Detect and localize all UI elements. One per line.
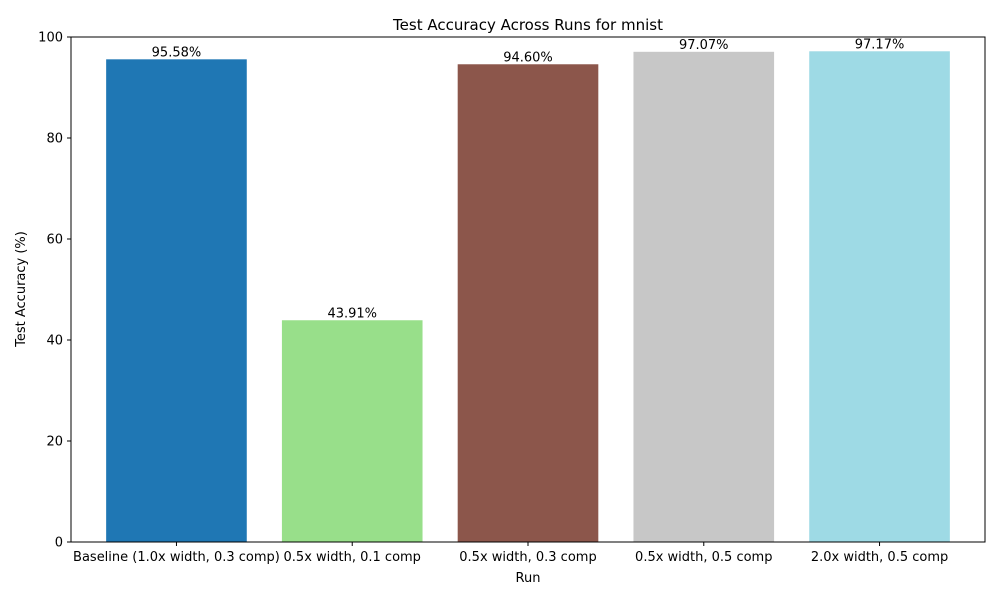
plot-area: 95.58% 43.91% 94.60% 97.07% 97.17% 0 20 40 60 80 1…: [38, 31, 986, 565]
x-tick-label: 0.5x width, 0.1 comp: [284, 550, 421, 565]
x-tick-label: Baseline (1.0x width, 0.3 comp): [73, 550, 280, 565]
x-axis-label: Run: [516, 571, 541, 586]
y-tick-label: 40: [46, 334, 63, 349]
y-axis-label: Test Accuracy (%): [14, 231, 29, 348]
bar-5: [809, 51, 950, 542]
bar-4: [633, 51, 775, 543]
x-tick-label: 0.5x width, 0.3 comp: [459, 550, 596, 565]
y-tick-label: 60: [46, 233, 63, 248]
y-tick-label: 100: [38, 31, 63, 46]
bar-value-label: 95.58%: [152, 45, 202, 60]
bar-value-label: 43.91%: [327, 306, 377, 321]
y-tick-label: 0: [55, 536, 63, 551]
x-tick-label: 2.0x width, 0.5 comp: [811, 550, 948, 565]
y-tick-label: 80: [46, 132, 63, 147]
bar-3: [457, 64, 599, 543]
bar-value-label: 97.07%: [679, 38, 729, 53]
bar-value-label: 97.17%: [855, 37, 905, 52]
bar-2: [281, 320, 423, 542]
x-tick-label: 0.5x width, 0.5 comp: [635, 550, 772, 565]
y-tick-label: 20: [46, 435, 63, 450]
bar-1: [106, 59, 247, 542]
bar-value-label: 94.60%: [503, 50, 553, 65]
chart-title: Test Accuracy Across Runs for mnist: [392, 16, 663, 34]
